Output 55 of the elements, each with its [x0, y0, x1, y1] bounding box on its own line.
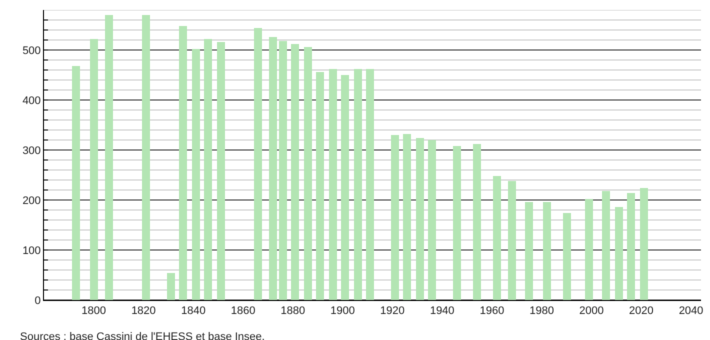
bar — [304, 47, 312, 300]
bar — [627, 193, 635, 300]
bar — [525, 202, 533, 300]
x-tick-label: 1840 — [181, 305, 206, 318]
bar — [563, 213, 571, 300]
bar — [167, 273, 175, 300]
bar — [493, 176, 501, 300]
bar — [179, 26, 187, 300]
bar — [473, 144, 481, 300]
bar — [416, 138, 424, 300]
bar — [585, 199, 593, 300]
bar — [366, 69, 374, 300]
bar — [269, 37, 277, 300]
bar — [142, 15, 150, 300]
bar — [279, 41, 287, 300]
bar — [354, 69, 362, 300]
bar — [217, 42, 225, 300]
y-tick-label: 100 — [22, 244, 41, 257]
x-tick-label: 2000 — [579, 305, 604, 318]
bar — [341, 75, 349, 300]
bar — [453, 146, 461, 300]
bar — [391, 135, 399, 300]
y-tick-label: 300 — [22, 144, 41, 157]
bar — [543, 202, 551, 300]
x-tick-label: 2020 — [629, 305, 654, 318]
source-note: Sources : base Cassini de l'EHESS et base Insee. — [20, 331, 265, 340]
x-tick-label: 1900 — [330, 305, 355, 318]
bar — [254, 28, 262, 300]
x-tick-label: 1980 — [529, 305, 554, 318]
bar — [72, 66, 80, 300]
bar — [403, 134, 411, 300]
x-tick-label: 1800 — [82, 305, 106, 318]
x-tick-label: 1940 — [430, 305, 454, 318]
y-tick-label: 200 — [22, 194, 41, 207]
x-tick-label: 1960 — [480, 305, 504, 318]
bar — [291, 44, 299, 300]
bar — [316, 72, 324, 300]
x-tick-label: 2040 — [678, 305, 704, 318]
bar — [602, 191, 610, 300]
bar — [90, 39, 98, 300]
x-tick-label: 1820 — [131, 305, 156, 318]
x-tick-label: 1880 — [280, 305, 306, 318]
bar — [192, 49, 200, 300]
bar — [615, 207, 623, 300]
bar — [105, 15, 113, 300]
y-tick-label: 500 — [22, 44, 41, 57]
bar — [508, 181, 516, 300]
y-tick-label: 0 — [34, 294, 41, 307]
bar — [204, 39, 212, 300]
bar — [428, 140, 436, 300]
x-tick-label: 1860 — [230, 305, 256, 318]
x-tick-label: 1920 — [380, 305, 405, 318]
bar — [329, 69, 337, 300]
y-tick-label: 400 — [22, 94, 41, 107]
bar — [640, 188, 648, 300]
